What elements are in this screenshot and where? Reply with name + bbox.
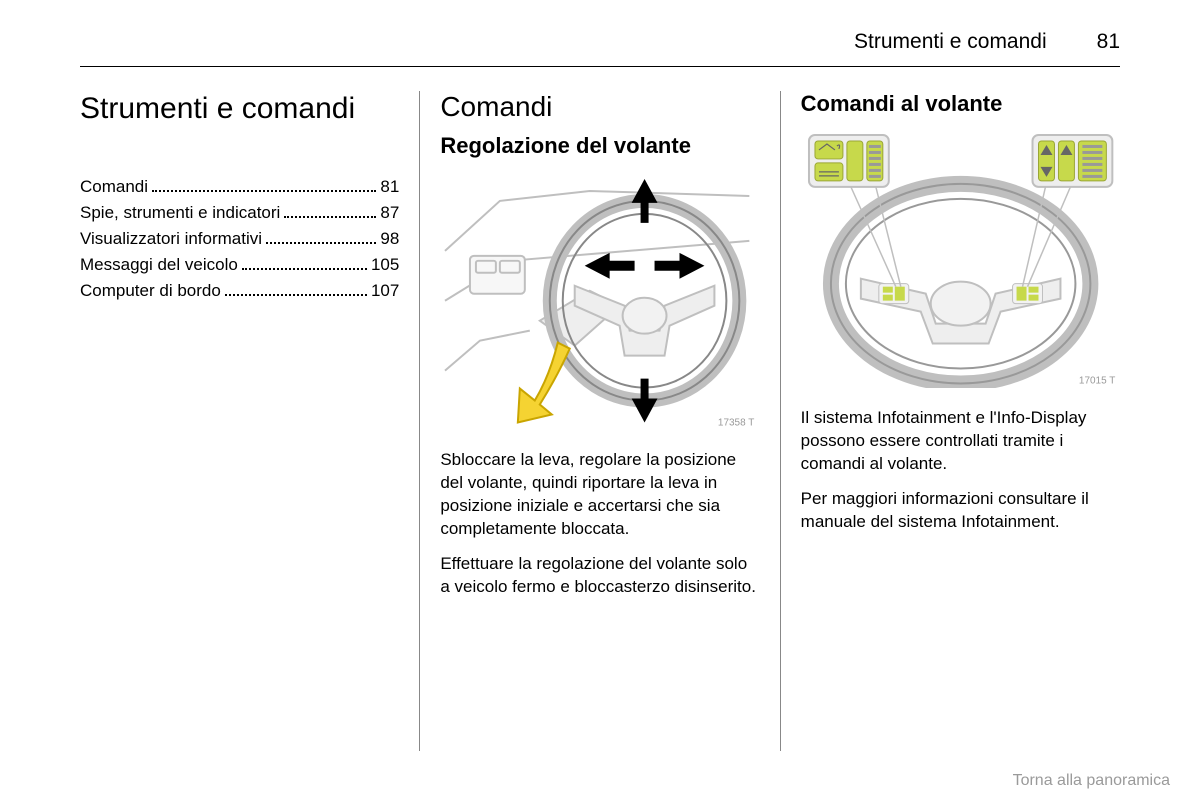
toc-item[interactable]: Messaggi del veicolo 105 <box>80 255 399 275</box>
toc-leader <box>225 294 367 296</box>
toc-page: 98 <box>380 229 399 249</box>
toc-page: 81 <box>380 177 399 197</box>
body-paragraph: Per maggiori informazioni consultare il … <box>801 488 1120 534</box>
figure-label: 17015 T <box>1079 375 1115 386</box>
toc-item[interactable]: Computer di bordo 107 <box>80 281 399 301</box>
toc-leader <box>284 216 376 218</box>
body-paragraph: Il sistema Infotainment e l'Info-Display… <box>801 407 1120 476</box>
toc-leader <box>152 190 376 192</box>
toc-label: Messaggi del veicolo <box>80 255 238 275</box>
toc-list: Comandi 81 Spie, strumenti e indicatori … <box>80 177 399 301</box>
toc-item[interactable]: Comandi 81 <box>80 177 399 197</box>
subsection-heading: Regolazione del volante <box>440 133 759 159</box>
toc-label: Visualizzatori informativi <box>80 229 262 249</box>
toc-page: 87 <box>380 203 399 223</box>
header-page-number: 81 <box>1097 30 1120 54</box>
column-volante: Comandi al volante <box>781 91 1120 751</box>
toc-page: 105 <box>371 255 399 275</box>
section-heading: Comandi <box>440 91 759 123</box>
toc-item[interactable]: Spie, strumenti e indicatori 87 <box>80 203 399 223</box>
body-paragraph: Effettuare la regolazione del volante so… <box>440 553 759 599</box>
subsection-heading: Comandi al volante <box>801 91 1120 117</box>
toc-leader <box>242 268 367 270</box>
header-section-title: Strumenti e comandi <box>854 30 1047 54</box>
toc-page: 107 <box>371 281 399 301</box>
toc-leader <box>266 242 376 244</box>
toc-item[interactable]: Visualizzatori informativi 98 <box>80 229 399 249</box>
toc-label: Computer di bordo <box>80 281 221 301</box>
back-to-overview-link[interactable]: Torna alla panoramica <box>1013 772 1170 790</box>
steering-adjust-figure: 17358 T <box>440 171 759 435</box>
toc-label: Spie, strumenti e indicatori <box>80 203 280 223</box>
body-paragraph: Sbloccare la leva, regolare la posizione… <box>440 449 759 541</box>
figure-label: 17358 T <box>718 417 754 428</box>
chapter-title: Strumenti e comandi <box>80 91 399 127</box>
page-header: Strumenti e comandi 81 <box>80 30 1120 67</box>
toc-label: Comandi <box>80 177 148 197</box>
column-toc: Strumenti e comandi Comandi 81 Spie, str… <box>80 91 419 751</box>
steering-controls-figure: 17015 T <box>801 129 1120 393</box>
column-comandi: Comandi Regolazione del volante <box>420 91 779 751</box>
